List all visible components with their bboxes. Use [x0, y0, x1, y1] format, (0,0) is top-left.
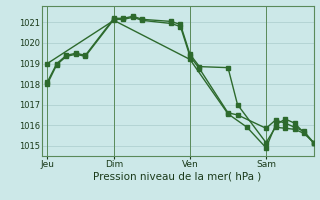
X-axis label: Pression niveau de la mer( hPa ): Pression niveau de la mer( hPa ): [93, 172, 262, 182]
